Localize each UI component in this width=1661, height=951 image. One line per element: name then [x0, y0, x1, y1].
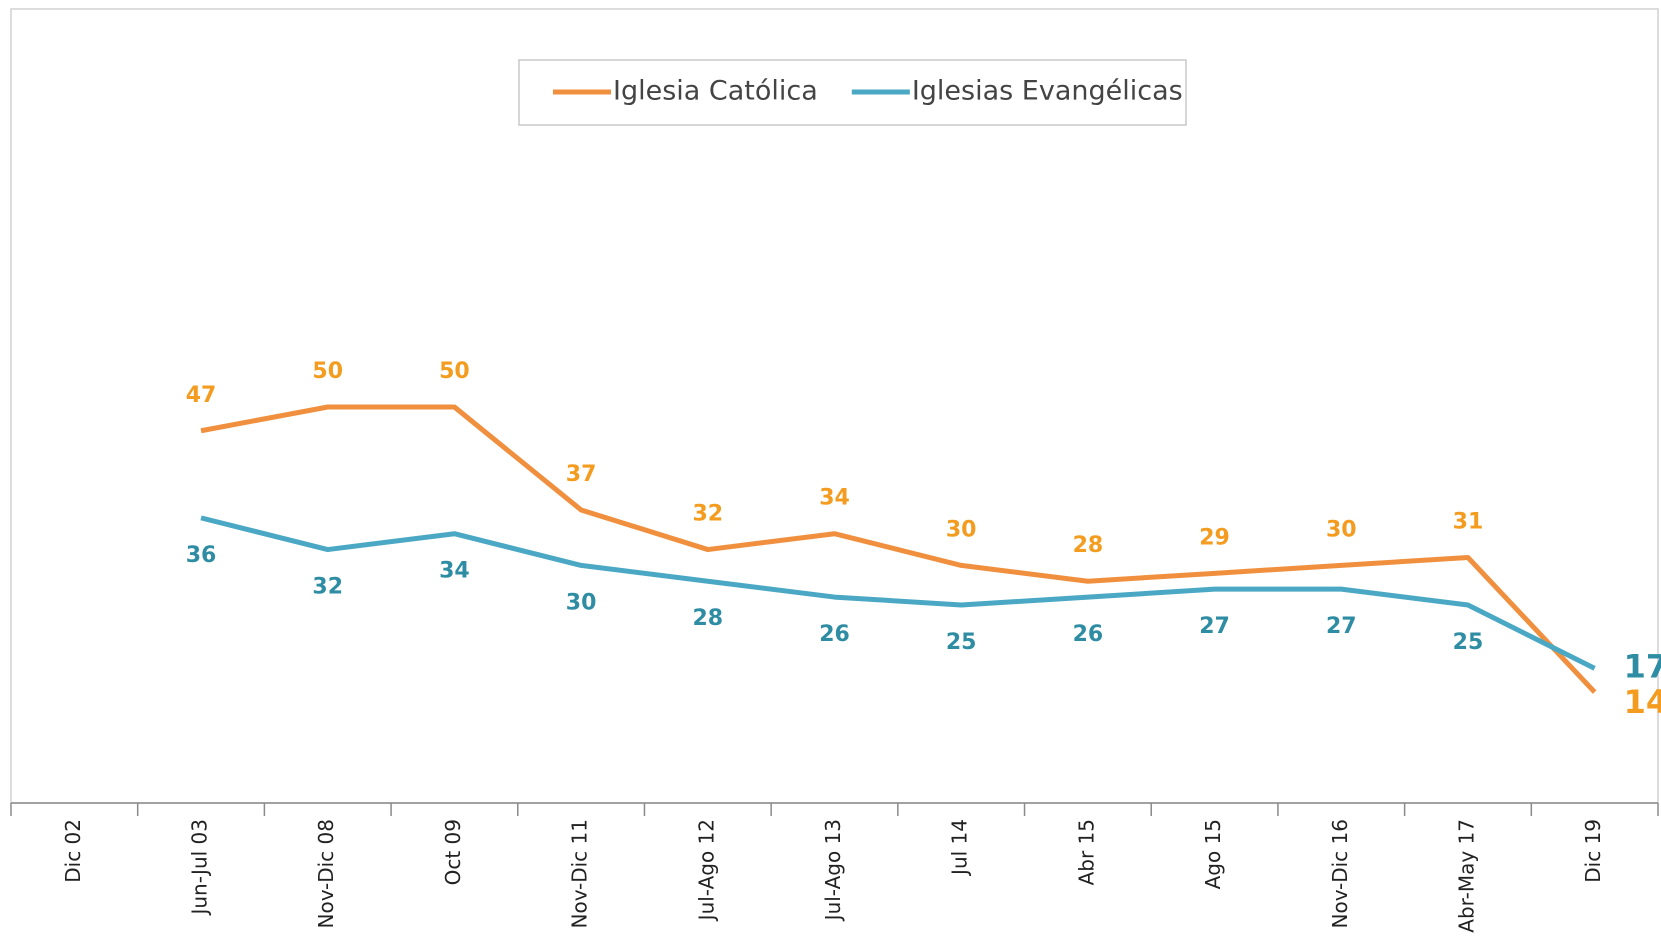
- x-tick-label: Nov-Dic 08: [314, 819, 338, 928]
- data-label: 30: [946, 517, 977, 542]
- data-label: 34: [439, 559, 470, 584]
- x-tick-label: Jul 14: [948, 819, 972, 877]
- series-line: [200, 404, 1597, 694]
- data-label: 28: [692, 606, 723, 631]
- data-label: 34: [819, 486, 850, 511]
- data-label: 36: [186, 543, 217, 568]
- legend-label: Iglesias Evangélicas: [912, 76, 1183, 107]
- data-label: 29: [1199, 525, 1230, 550]
- data-label: 26: [1073, 622, 1104, 647]
- x-tick-label: Jul-Ago 12: [694, 819, 718, 922]
- x-tick-label: Nov-Dic 16: [1328, 819, 1352, 928]
- data-label: 14: [1624, 683, 1661, 721]
- data-label: 30: [566, 590, 597, 615]
- x-tick-label: Jul-Ago 13: [821, 819, 845, 922]
- data-label: 32: [312, 575, 343, 600]
- data-label: 28: [1073, 533, 1104, 558]
- x-tick-label: Dic 19: [1581, 819, 1605, 883]
- x-tick-label: Ago 15: [1201, 819, 1225, 889]
- data-label: 32: [692, 502, 723, 527]
- data-label: 37: [566, 462, 597, 487]
- data-label: 27: [1326, 614, 1357, 639]
- x-tick-label: Jun-Jul 03: [188, 819, 212, 917]
- data-label: 30: [1326, 517, 1357, 542]
- x-tick-label: Dic 02: [61, 819, 85, 883]
- data-label: 26: [819, 622, 850, 647]
- x-tick-label: Oct 09: [441, 819, 465, 885]
- data-label: 50: [439, 359, 470, 384]
- data-label: 17: [1624, 647, 1661, 685]
- data-label: 25: [1453, 630, 1484, 655]
- x-tick-label: Abr 15: [1074, 819, 1098, 885]
- data-label: 25: [946, 630, 977, 655]
- data-label: 31: [1453, 509, 1484, 534]
- plot-border: [10, 8, 1659, 804]
- data-label: 47: [186, 383, 217, 408]
- series-line: [200, 515, 1596, 671]
- legend-label: Iglesia Católica: [613, 76, 818, 107]
- x-tick-label: Nov-Dic 11: [568, 819, 592, 928]
- data-label: 50: [312, 359, 343, 384]
- data-label: 27: [1199, 614, 1230, 639]
- x-tick-label: Abr-May 17: [1454, 819, 1478, 933]
